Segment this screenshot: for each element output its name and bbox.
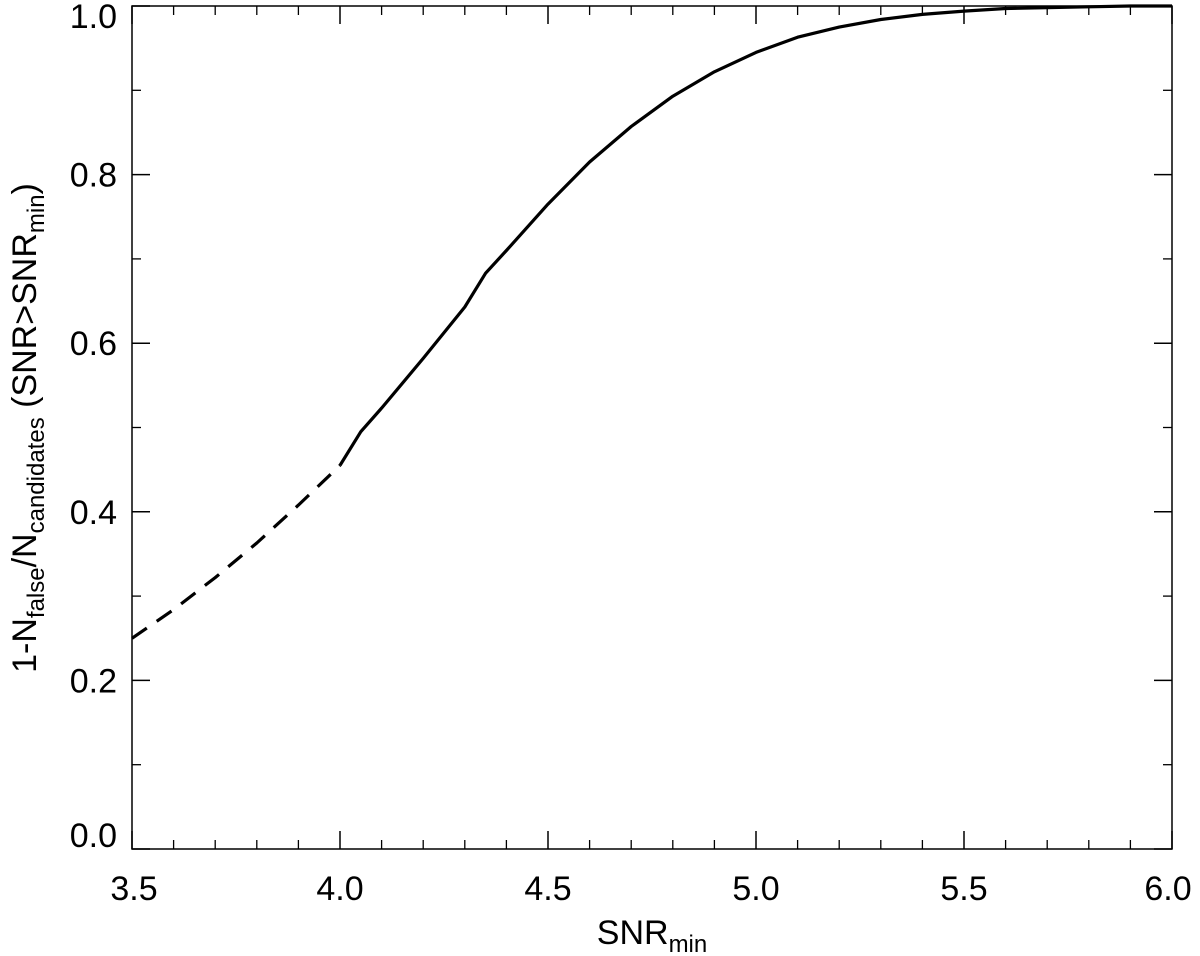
y-tick-label: 0.0 [70, 817, 117, 855]
x-tick-label: 5.5 [940, 870, 987, 908]
plot-area-frame [131, 5, 1173, 850]
y-axis-label-sub: min [23, 194, 50, 233]
y-axis-label-main: 1-N [6, 618, 44, 673]
x-tick-labels: 3.5 4.0 4.5 5.0 5.5 6.0 [110, 870, 1191, 908]
x-axis-label-main: SNR [597, 914, 669, 952]
x-tick-label: 4.5 [524, 870, 571, 908]
y-tick-label: 0.6 [70, 325, 117, 363]
y-tick-label: 0.2 [70, 662, 117, 700]
x-tick-label: 3.5 [110, 870, 157, 908]
y-tick-label: 0.4 [70, 494, 117, 532]
series-line-solid [338, 4, 1172, 467]
x-tick-label: 6.0 [1144, 870, 1191, 908]
x-tick-label: 4.0 [316, 870, 363, 908]
y-tick-label: 0.8 [70, 157, 117, 195]
data-series [131, 4, 1172, 640]
series-line-dashed [131, 464, 342, 640]
x-tick-label: 5.0 [732, 870, 779, 908]
axis-ticks [131, 5, 1173, 850]
y-axis-label-main: /N [6, 533, 44, 567]
y-tick-label: 1.0 [70, 0, 117, 36]
y-axis-label-sub: false [23, 567, 50, 618]
y-axis-label-main: ) [6, 183, 44, 194]
x-axis-label-sub: min [669, 931, 708, 956]
y-axis-label-sub: candidates [23, 417, 50, 533]
x-axis-label: SNRmin [597, 914, 707, 956]
y-tick-labels: 0.0 0.2 0.4 0.6 0.8 1.0 [70, 0, 117, 855]
y-axis-label: 1-Nfalse/Ncandidates (SNR>SNRmin) [6, 183, 50, 673]
y-axis-label-main: (SNR>SNR [6, 233, 44, 417]
